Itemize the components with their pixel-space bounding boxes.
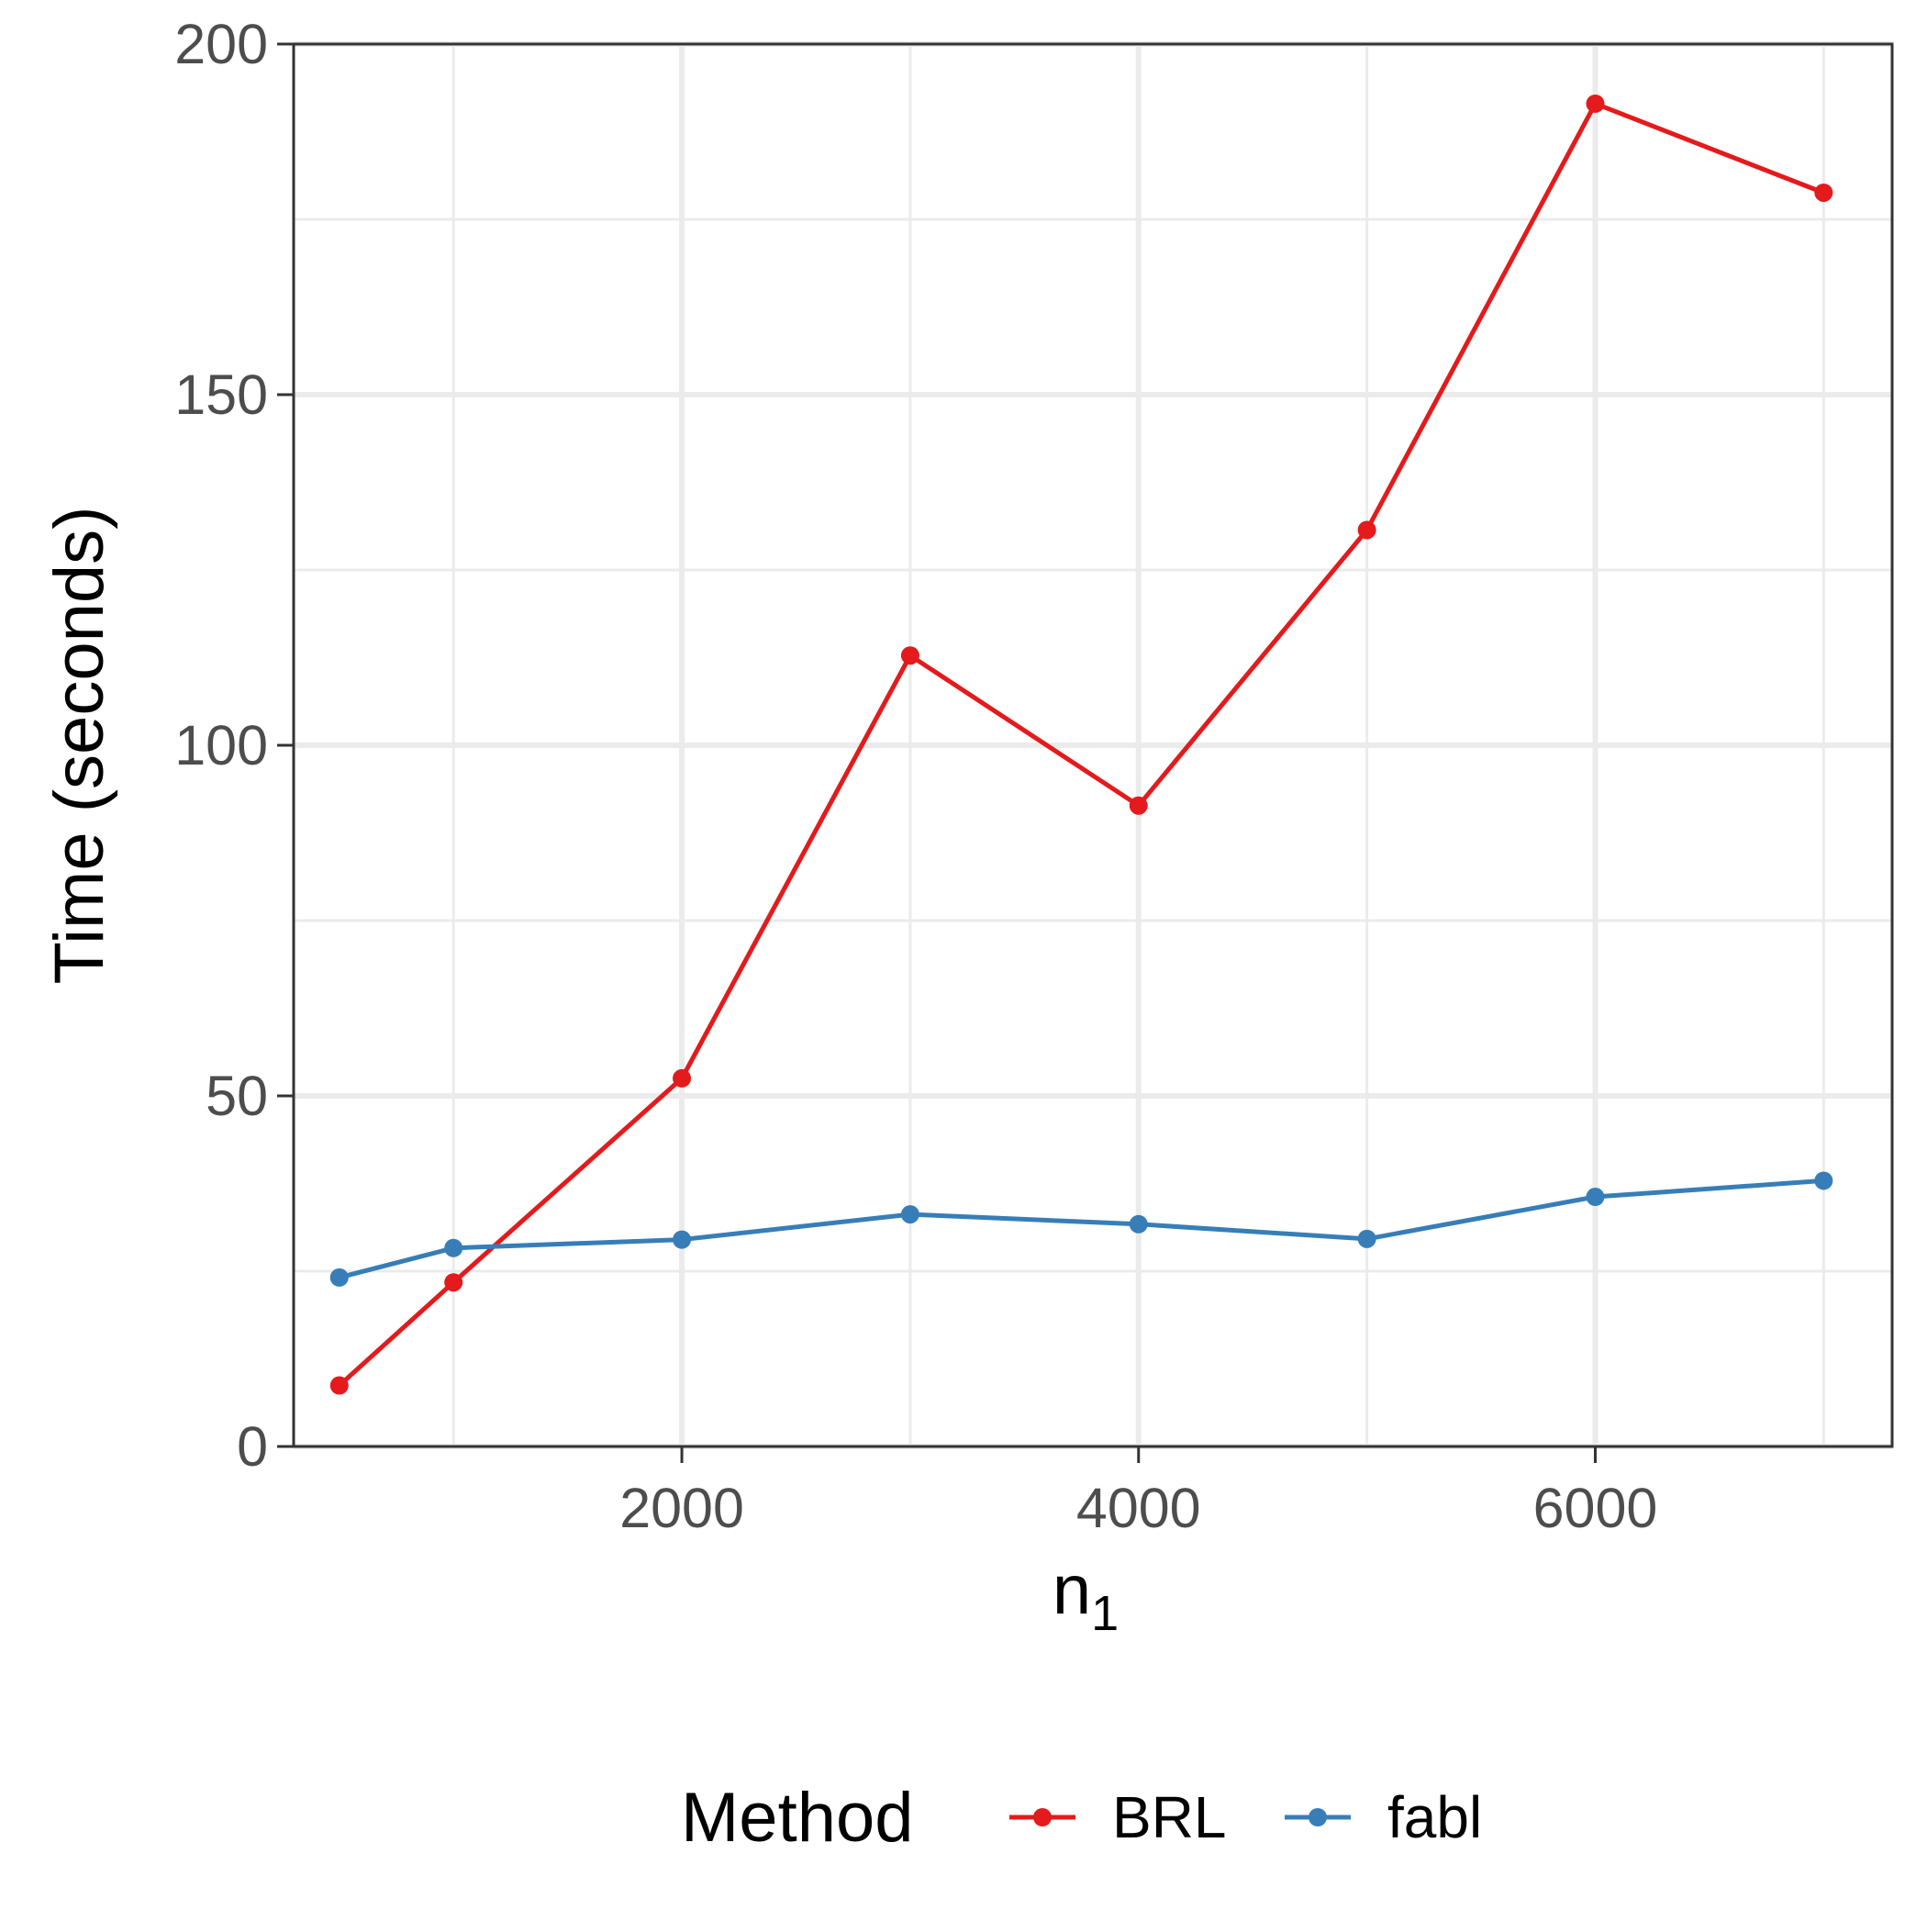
axis-ticks: 0 50 100 150 200 2000 4000 6000 [174,13,1657,1539]
series-line-fabl [339,1178,1824,1280]
x-axis-title: n1 [1053,1551,1119,1641]
x-axis-title-subscript: 1 [1091,1586,1119,1641]
y-tick-label: 150 [174,363,268,426]
series-layer [329,94,1833,1395]
y-tick-label: 200 [174,13,268,75]
x-axis-title-main: n [1053,1551,1091,1629]
legend-title: Method [681,1779,914,1857]
x-tick-label: 4000 [1076,1477,1201,1539]
data-point-brl [1129,796,1148,815]
data-point-brl [329,1376,349,1395]
y-tick-label: 100 [174,714,268,776]
data-point-brl [900,646,919,665]
data-point-brl [1586,94,1605,113]
x-tick-label: 6000 [1533,1477,1658,1539]
y-tick-label: 0 [237,1415,268,1478]
legend-key-point-brl [1033,1808,1052,1826]
legend-label-brl: BRL [1112,1784,1227,1850]
legend: Method BRL fabl [681,1779,1482,1857]
data-point-fabl [1129,1214,1148,1234]
data-point-fabl [444,1238,463,1257]
data-point-fabl [900,1205,919,1224]
legend-keys: BRL fabl [1009,1784,1482,1850]
data-point-fabl [1814,1171,1833,1190]
legend-label-fabl: fabl [1387,1784,1482,1850]
data-point-fabl [329,1268,349,1287]
data-point-brl [1357,520,1376,540]
data-point-fabl [673,1230,692,1249]
y-tick-label: 50 [206,1065,268,1127]
data-point-brl [444,1273,463,1292]
data-point-fabl [1357,1229,1376,1248]
data-point-fabl [1586,1188,1605,1207]
data-point-brl [673,1068,692,1088]
legend-key-point-fabl [1309,1808,1327,1826]
y-axis-title: Time (seconds) [40,507,118,985]
data-point-brl [1814,183,1833,202]
x-tick-label: 2000 [619,1477,744,1539]
